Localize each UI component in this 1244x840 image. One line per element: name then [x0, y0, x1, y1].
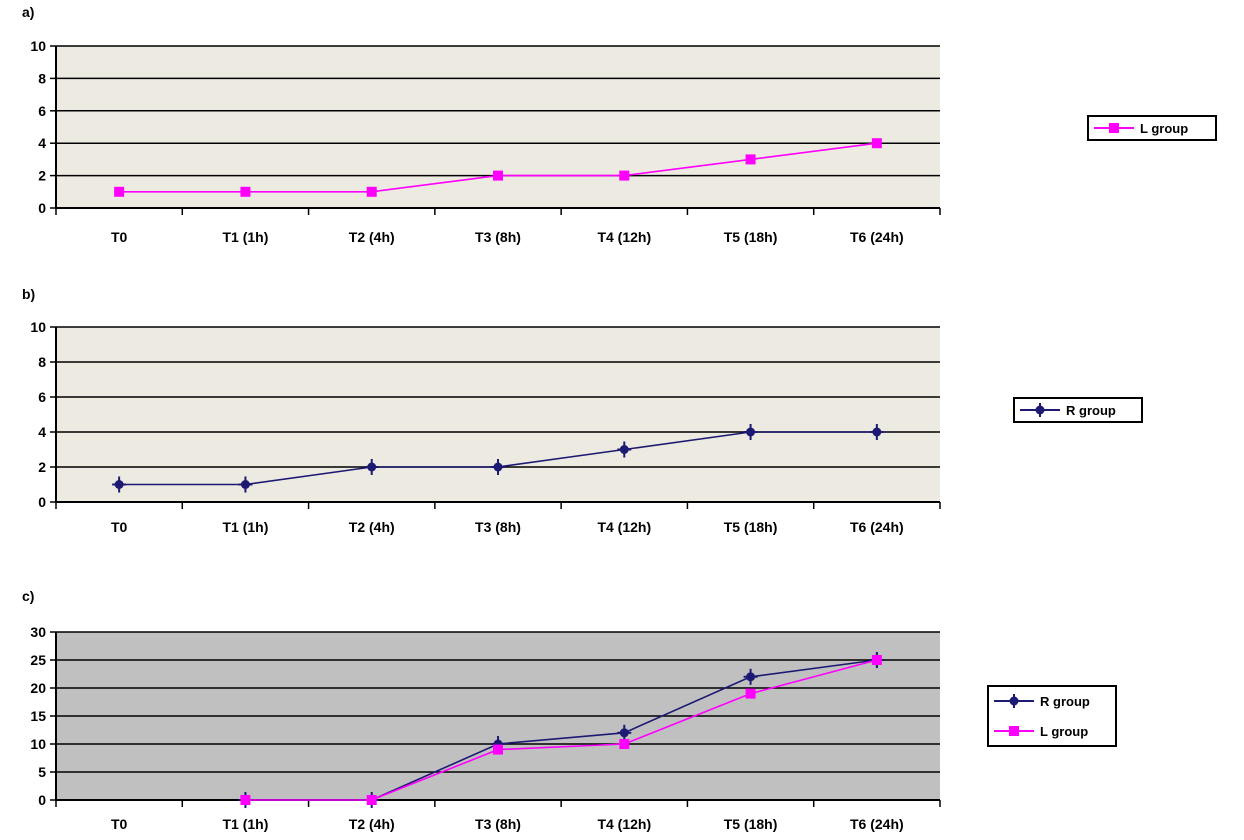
chart-0-series-0-point-1 — [240, 186, 251, 197]
chart-1-ytick-label-4: 8 — [38, 354, 46, 370]
chart-2-xtick-label-3: T3 (8h) — [475, 816, 521, 832]
chart-0-series-0-point-4 — [619, 170, 630, 181]
chart-2-xtick-label-6: T6 (24h) — [850, 816, 904, 832]
chart-1-series-0-point-5 — [743, 424, 758, 440]
chart-0-series-0-point-0 — [114, 186, 125, 197]
chart-0-series-0-point-6 — [871, 138, 882, 149]
chart-2-series-1-point-2 — [366, 795, 377, 805]
chart-0-ytick-label-3: 6 — [38, 103, 46, 119]
chart-1-xtick-label-4: T4 (12h) — [597, 519, 651, 535]
chart-1-panel-label: b) — [22, 286, 35, 302]
chart-2-legend-label-1: L group — [1040, 724, 1088, 739]
chart-0-xtick-label-6: T6 (24h) — [850, 229, 904, 245]
chart-1: b) 0 2 4 6 8 10 T0 T1 (1h) T2 (4h) T3 (8h) T4 (12h)… — [22, 286, 1143, 535]
chart-0-legend-box — [1087, 115, 1217, 141]
chart-2-ytick-label-0: 0 — [38, 792, 46, 808]
chart-1-xtick-label-2: T2 (4h) — [349, 519, 395, 535]
chart-0: a) 0 2 4 6 8 10 T0 T1 (1h) T2 (4h) T3 (8h) T4 (12h)… — [22, 4, 1217, 245]
chart-1-ytick-label-5: 10 — [30, 319, 46, 335]
chart-2-ytick-label-4: 20 — [30, 680, 46, 696]
chart-2-legend-marker-1 — [1009, 726, 1019, 736]
chart-2-series-1-line — [245, 659, 878, 801]
chart-0-series-0-point-5 — [745, 154, 756, 165]
chart-1-legend-label-0: R group — [1066, 403, 1116, 418]
chart-0-series-0-point-3 — [493, 170, 503, 181]
chart-0-panel-label: a) — [22, 4, 34, 20]
chart-0-xtick-label-5: T5 (18h) — [724, 229, 778, 245]
chart-2-panel-label: c) — [22, 588, 34, 604]
chart-1-plot-area — [56, 327, 940, 502]
chart-0-xtick-label-3: T3 (8h) — [475, 229, 521, 245]
chart-2-xtick-label-2: T2 (4h) — [349, 816, 395, 832]
chart-1-ytick-label-1: 2 — [38, 459, 46, 475]
chart-1-ytick-label-2: 4 — [38, 424, 46, 440]
chart-2-ytick-label-5: 25 — [30, 652, 46, 668]
chart-2-series-1-point-1 — [240, 795, 251, 805]
chart-2-ytick-label-3: 15 — [30, 708, 46, 724]
chart-2-series-1-point-4 — [619, 739, 630, 749]
chart-0-ytick-label-0: 0 — [38, 200, 46, 216]
chart-0-ytick-label-4: 8 — [38, 70, 46, 86]
chart-2: c) 0 5 10 15 20 25 30 T0 T1 (1h) T2 (4h) T3 (8h) T4 … — [22, 588, 1117, 832]
chart-1-xtick-label-3: T3 (8h) — [475, 519, 521, 535]
chart-2-ytick-label-1: 5 — [38, 764, 46, 780]
chart-0-ytick-label-5: 10 — [30, 38, 46, 54]
chart-1-ytick-label-0: 0 — [38, 494, 46, 510]
chart-0-legend-label-0: L group — [1140, 121, 1188, 136]
chart-1-xtick-label-5: T5 (18h) — [724, 519, 778, 535]
chart-0-xtick-label-0: T0 — [111, 229, 128, 245]
chart-2-xtick-label-4: T4 (12h) — [597, 816, 651, 832]
chart-2-xtick-label-0: T0 — [111, 816, 128, 832]
chart-2-series-1-point-6 — [871, 655, 882, 665]
chart-2-legend-label-0: R group — [1040, 694, 1090, 709]
chart-0-xtick-label-2: T2 (4h) — [349, 229, 395, 245]
chart-0-ytick-label-1: 2 — [38, 168, 46, 184]
chart-1-series-0-point-2 — [364, 459, 379, 475]
chart-0-xtick-label-4: T4 (12h) — [597, 229, 651, 245]
chart-2-series-0-point-5 — [743, 668, 758, 685]
chart-0-xtick-label-1: T1 (1h) — [222, 229, 268, 245]
chart-2-series-0-point-4 — [617, 724, 632, 741]
chart-0-ytick-label-2: 4 — [38, 135, 46, 151]
chart-2-ytick-label-2: 10 — [30, 736, 46, 752]
chart-1-xtick-label-0: T0 — [111, 519, 128, 535]
chart-1-legend: R group — [1013, 397, 1143, 423]
chart-1-series-0-point-1 — [238, 476, 253, 493]
chart-0-plot-area — [56, 46, 940, 208]
chart-2-xtick-label-5: T5 (18h) — [724, 816, 778, 832]
chart-1-xtick-label-1: T1 (1h) — [222, 519, 268, 535]
chart-0-series-0-point-2 — [366, 186, 377, 197]
chart-1-xtick-label-6: T6 (24h) — [850, 519, 904, 535]
chart-1-series-0-point-0 — [112, 476, 127, 493]
chart-1-series-0-point-6 — [869, 424, 884, 440]
chart-2-series-1-point-5 — [745, 688, 756, 699]
chart-0-legend: L group — [1087, 115, 1217, 141]
chart-2-ytick-label-6: 30 — [30, 624, 46, 640]
chart-1-series-0-point-4 — [617, 441, 632, 458]
chart-2-series-1-point-3 — [493, 744, 503, 755]
chart-2-legend: R group L group — [987, 685, 1117, 747]
chart-1-ytick-label-3: 6 — [38, 389, 46, 405]
chart-1-series-0-point-3 — [491, 459, 505, 475]
chart-0-legend-marker-0 — [1109, 123, 1119, 133]
chart-2-xtick-label-1: T1 (1h) — [222, 816, 268, 832]
